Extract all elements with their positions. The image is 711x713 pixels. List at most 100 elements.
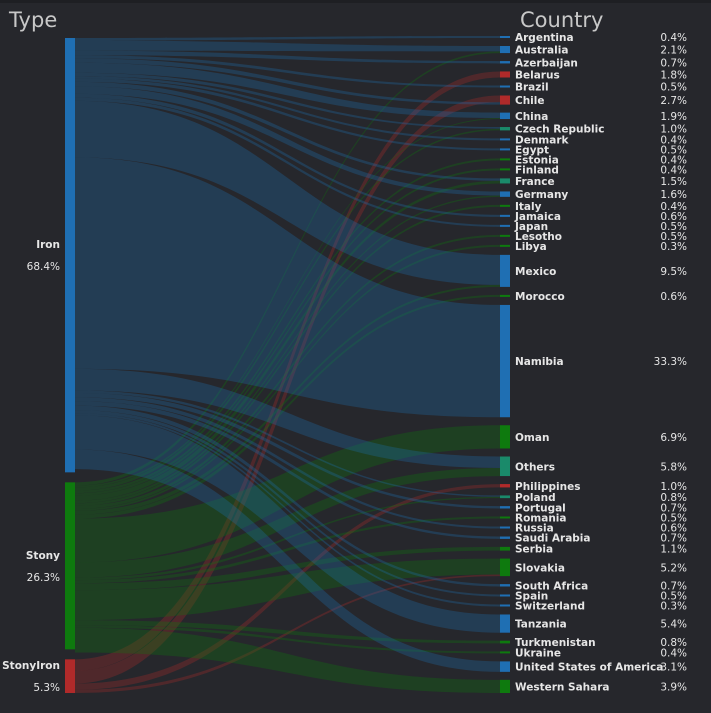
target-node-denmark [500,138,510,141]
target-label-japan: Japan [514,221,548,233]
link-iron-mexico [75,100,500,285]
target-pct-chile: 2.7% [660,95,687,107]
target-label-france: France [515,176,555,188]
target-label-portugal: Portugal [515,502,566,514]
target-label-philippines: Philippines [515,481,580,493]
target-node-finland [500,168,510,171]
target-pct-others: 5.8% [660,461,687,473]
target-node-ukraine [500,651,510,654]
target-label-lesotho: Lesotho [515,231,562,243]
source-pct-stonyiron: 5.3% [33,682,60,694]
target-label-czech-republic: Czech Republic [515,124,604,136]
target-pct-united-states-of-america: 3.1% [660,662,687,674]
target-label-western-sahara: Western Sahara [515,681,610,693]
target-node-mexico [500,254,510,287]
target-pct-spain: 0.5% [660,590,687,602]
link-iron-france [75,81,500,181]
links-layer [75,36,500,693]
target-label-tanzania: Tanzania [515,619,567,631]
target-node-japan [500,224,510,227]
target-pct-denmark: 0.4% [660,134,687,146]
target-pct-france: 1.5% [660,176,687,188]
nodes-layer [65,36,510,693]
target-pct-estonia: 0.4% [660,154,687,166]
target-label-others: Others [515,461,555,473]
target-node-spain [500,594,510,597]
link-stonyiron-belarus [75,71,500,671]
target-node-serbia [500,546,510,551]
target-label-jamaica: Jamaica [514,211,561,223]
link-iron-south-africa [75,405,500,587]
link-stony-serbia [75,546,500,591]
link-iron-egypt [75,78,500,151]
link-iron-switzerland [75,413,500,607]
target-node-russia [500,526,510,529]
target-node-morocco [500,294,510,297]
target-label-italy: Italy [515,201,542,213]
target-label-south-africa: South Africa [515,580,588,592]
target-pct-saudi-arabia: 0.7% [660,533,687,545]
target-pct-italy: 0.4% [660,201,687,213]
link-iron-united-states-of-america [75,449,500,672]
link-stony-mexico [75,284,500,515]
target-pct-romania: 0.5% [660,512,687,524]
target-label-azerbaijan: Azerbaijan [515,57,578,69]
source-pct-stony: 26.3% [27,572,60,584]
target-label-chile: Chile [515,95,545,107]
target-pct-portugal: 0.7% [660,502,687,514]
target-node-brazil [500,85,510,88]
target-label-saudi-arabia: Saudi Arabia [515,533,590,545]
target-pct-argentina: 0.4% [660,32,687,44]
target-label-china: China [515,111,548,123]
link-stony-australia [75,51,500,486]
link-iron-china [75,62,500,119]
link-iron-germany [75,86,500,196]
target-label-namibia: Namibia [515,356,564,368]
link-stony-estonia [75,158,500,494]
target-label-estonia: Estonia [515,154,559,166]
link-stony-finland [75,168,500,496]
top-bar [0,0,711,3]
target-label-slovakia: Slovakia [515,562,565,574]
target-label-switzerland: Switzerland [515,600,585,612]
source-column-title: Type [9,8,58,32]
target-node-turkmenistan [500,640,510,644]
target-node-czech-republic [500,127,510,131]
target-pct-finland: 0.4% [660,164,687,176]
target-node-lesotho [500,234,510,237]
target-pct-russia: 0.6% [660,523,687,535]
link-iron-saudi-arabia [75,401,500,539]
target-column-title: Country [520,8,604,32]
target-pct-japan: 0.5% [660,221,687,233]
link-iron-spain [75,410,500,597]
link-stony-others [75,467,500,578]
link-stony-germany [75,195,500,504]
target-label-united-states-of-america: United States of America [515,662,663,674]
link-stony-slovakia [75,558,500,621]
link-stony-china [75,118,500,488]
target-pct-oman: 6.9% [660,432,687,444]
link-stony-czech-republic [75,128,500,491]
target-node-estonia [500,158,510,161]
target-pct-tanzania: 5.4% [660,619,687,631]
target-pct-morocco: 0.6% [660,291,687,303]
target-label-poland: Poland [515,492,556,504]
target-pct-philippines: 1.0% [660,481,687,493]
target-pct-western-sahara: 3.9% [660,681,687,693]
link-iron-czech-republic [75,72,500,129]
link-iron-denmark [75,76,500,141]
target-node-france [500,178,510,184]
source-pct-iron: 68.4% [27,261,60,273]
link-stony-italy [75,204,500,506]
link-stony-france [75,180,500,501]
link-iron-russia [75,397,500,529]
target-pct-czech-republic: 1.0% [660,124,687,136]
target-node-switzerland [500,604,510,607]
link-stonyiron-slovakia [75,574,500,693]
link-stony-morocco [75,294,500,519]
target-pct-libya: 0.3% [660,241,687,253]
target-pct-brazil: 0.5% [660,82,687,94]
target-label-germany: Germany [515,189,568,201]
